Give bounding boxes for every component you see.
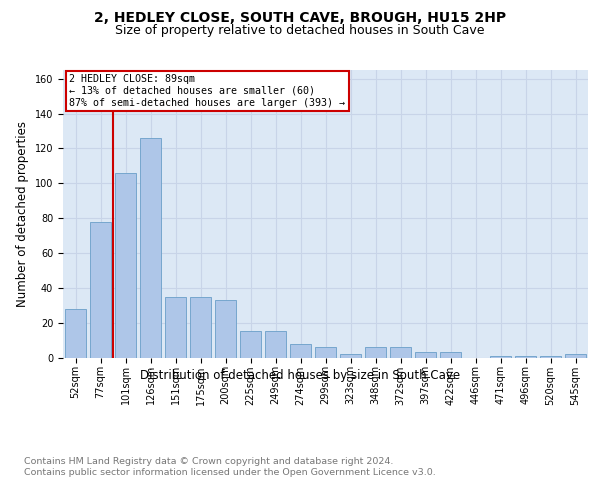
Text: 2, HEDLEY CLOSE, SOUTH CAVE, BROUGH, HU15 2HP: 2, HEDLEY CLOSE, SOUTH CAVE, BROUGH, HU1… <box>94 11 506 25</box>
Bar <box>265 332 286 357</box>
Bar <box>190 296 211 358</box>
Bar <box>390 347 411 358</box>
Bar <box>490 356 511 358</box>
Bar <box>290 344 311 357</box>
Bar <box>140 138 161 358</box>
Text: Size of property relative to detached houses in South Cave: Size of property relative to detached ho… <box>115 24 485 37</box>
Bar <box>415 352 436 358</box>
Bar <box>90 222 111 358</box>
Bar <box>565 354 586 358</box>
Bar <box>315 347 336 358</box>
Y-axis label: Number of detached properties: Number of detached properties <box>16 120 29 306</box>
Text: Contains HM Land Registry data © Crown copyright and database right 2024.
Contai: Contains HM Land Registry data © Crown c… <box>24 458 436 477</box>
Bar <box>540 356 561 358</box>
Text: 2 HEDLEY CLOSE: 89sqm
← 13% of detached houses are smaller (60)
87% of semi-deta: 2 HEDLEY CLOSE: 89sqm ← 13% of detached … <box>70 74 346 108</box>
Bar <box>340 354 361 358</box>
Bar <box>440 352 461 358</box>
Bar <box>515 356 536 358</box>
Bar <box>115 173 136 358</box>
Bar <box>215 300 236 358</box>
Bar <box>65 308 86 358</box>
Bar <box>240 332 261 357</box>
Bar <box>365 347 386 358</box>
Text: Distribution of detached houses by size in South Cave: Distribution of detached houses by size … <box>140 369 460 382</box>
Bar <box>165 296 186 358</box>
